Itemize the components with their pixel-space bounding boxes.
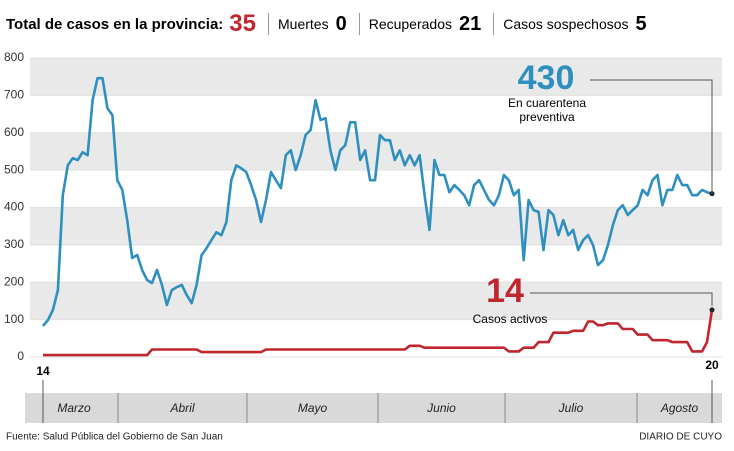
y-tick-label: 300 (4, 237, 24, 251)
end-dot (709, 307, 715, 313)
separator (493, 13, 495, 35)
header-title: Total de casos en la provincia: (6, 15, 224, 33)
leader-line (590, 79, 713, 194)
leader-line (530, 292, 713, 306)
month-label: Abril (169, 401, 194, 415)
series-line (43, 309, 714, 357)
brand: DIARIO DE CUYO (639, 432, 722, 443)
grid-band (30, 58, 722, 96)
y-tick-label: 500 (4, 162, 24, 176)
y-tick-label: 400 (4, 200, 24, 214)
stat-value: 21 (458, 12, 482, 35)
annotation-value: 14 (486, 272, 524, 310)
grid-band (30, 207, 722, 245)
y-tick-label: 0 (17, 349, 24, 363)
y-tick-label: 700 (4, 88, 24, 102)
month-label: Mayo (298, 401, 328, 415)
header: Total de casos en la provincia: 35 Muert… (6, 8, 655, 40)
month-band (25, 393, 722, 423)
month-label: Julio (558, 401, 584, 415)
stat-value: 0 (335, 12, 347, 35)
total-cases: 35 (229, 10, 256, 37)
month-label: Agosto (660, 401, 699, 415)
month-label: Marzo (57, 401, 91, 415)
annotation-label: En cuarentena preventiva (507, 96, 587, 124)
y-tick-label: 600 (4, 125, 24, 139)
stat-value: 5 (635, 12, 647, 35)
y-tick-label: 200 (4, 274, 24, 288)
stat-label: Recuperados (368, 16, 452, 32)
source: Fuente: Salud Pública del Gobierno de Sa… (6, 432, 223, 443)
separator (358, 13, 360, 35)
annotation-value: 430 (518, 59, 575, 97)
annotation-label: Casos activos (472, 312, 548, 326)
series-line (42, 76, 713, 327)
end-label: 20 (705, 358, 719, 372)
y-tick-label: 100 (4, 312, 24, 326)
stat-label: Casos sospechosos (503, 16, 629, 32)
month-label: Junio (426, 401, 456, 415)
grid-band (30, 282, 722, 320)
separator (268, 13, 269, 35)
stat-label: Muertes (278, 16, 329, 32)
y-tick-label: 800 (4, 50, 24, 64)
start-label: 14 (36, 364, 50, 378)
